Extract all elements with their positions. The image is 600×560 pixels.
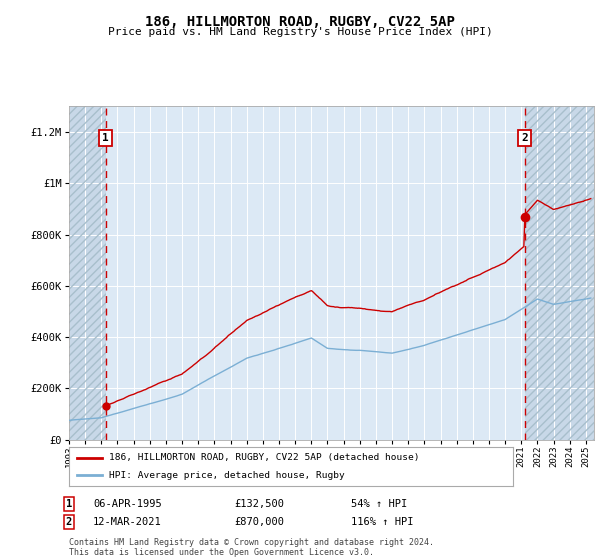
Bar [524,106,594,440]
Text: 54% ↑ HPI: 54% ↑ HPI [351,499,407,509]
Bar [69,106,106,440]
Text: 06-APR-1995: 06-APR-1995 [93,499,162,509]
Text: £132,500: £132,500 [234,499,284,509]
Text: Price paid vs. HM Land Registry's House Price Index (HPI): Price paid vs. HM Land Registry's House … [107,27,493,37]
Text: £870,000: £870,000 [234,517,284,527]
Text: 186, HILLMORTON ROAD, RUGBY, CV22 5AP (detached house): 186, HILLMORTON ROAD, RUGBY, CV22 5AP (d… [109,453,419,462]
Text: Contains HM Land Registry data © Crown copyright and database right 2024.
This d: Contains HM Land Registry data © Crown c… [69,538,434,557]
Bar [524,106,594,440]
Text: 1: 1 [66,499,72,509]
Text: 2: 2 [66,517,72,527]
Bar [69,106,106,440]
Text: 2: 2 [521,133,528,143]
Text: 12-MAR-2021: 12-MAR-2021 [93,517,162,527]
Text: 186, HILLMORTON ROAD, RUGBY, CV22 5AP: 186, HILLMORTON ROAD, RUGBY, CV22 5AP [145,15,455,29]
Text: 116% ↑ HPI: 116% ↑ HPI [351,517,413,527]
Text: 1: 1 [102,133,109,143]
Text: HPI: Average price, detached house, Rugby: HPI: Average price, detached house, Rugb… [109,471,345,480]
